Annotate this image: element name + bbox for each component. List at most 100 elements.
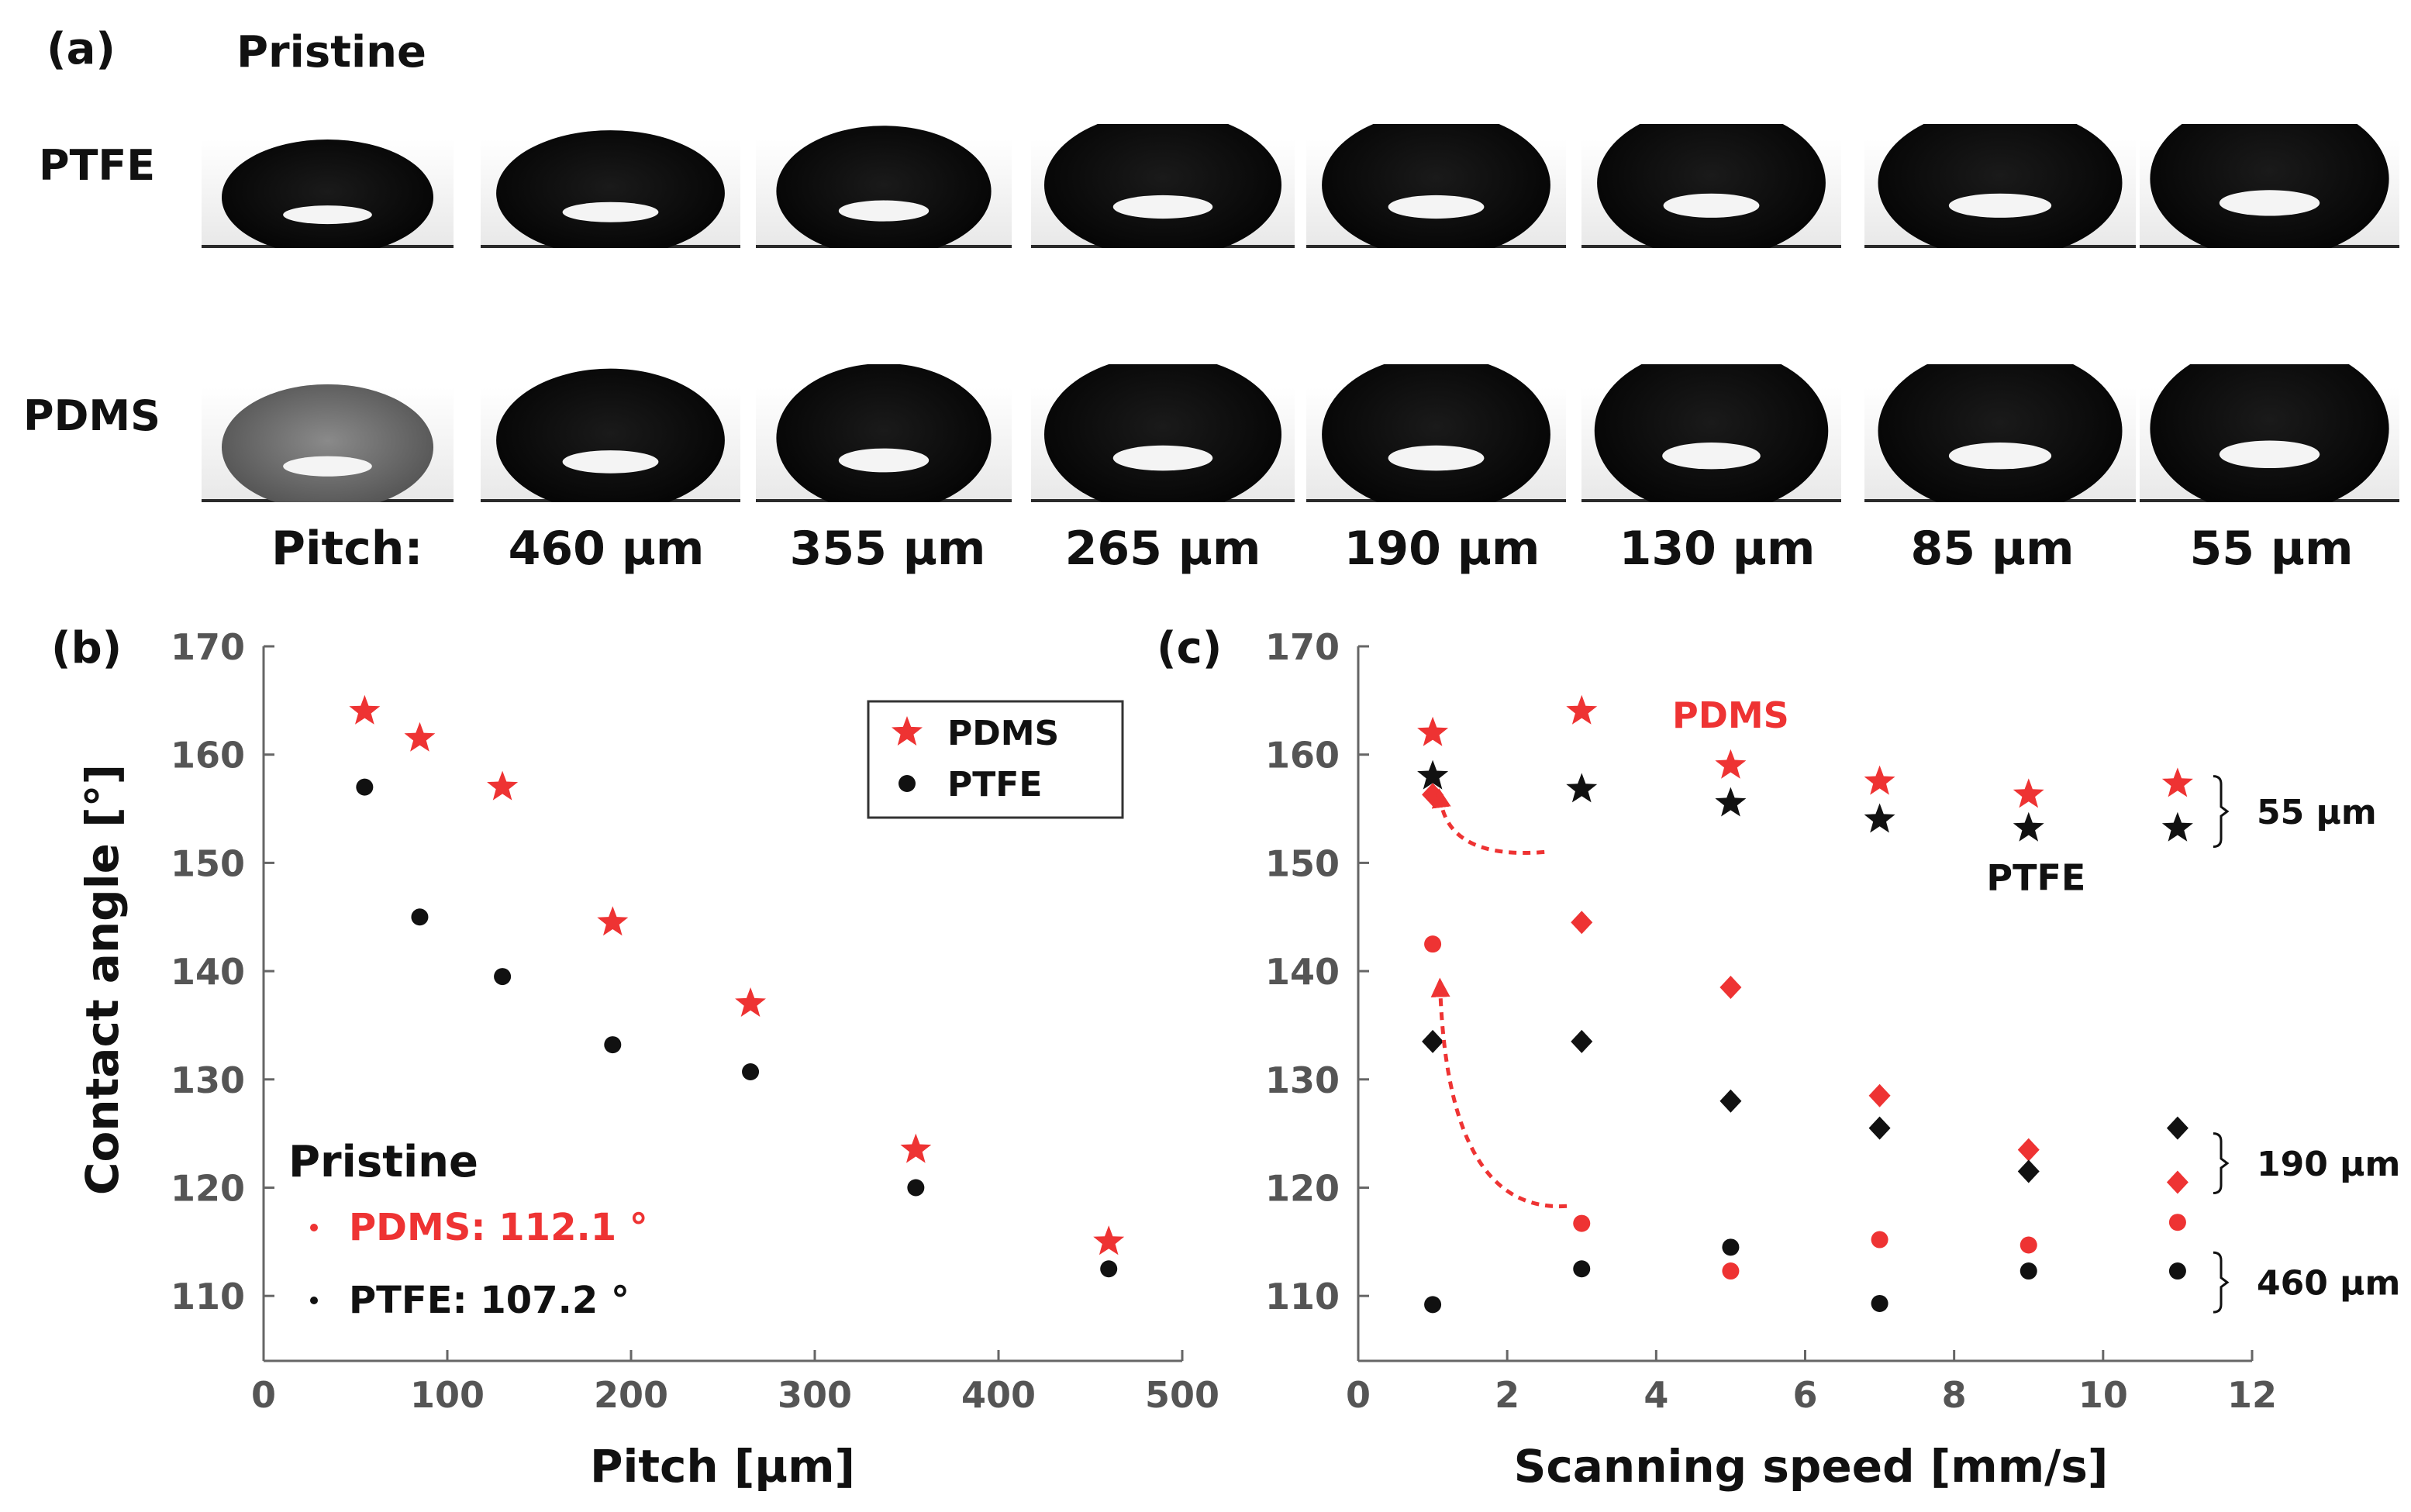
drop-image-pdms-130 — [1581, 364, 1841, 502]
plot-c-ytick-label: 110 — [1265, 1276, 1340, 1317]
droplet — [496, 130, 725, 248]
panel-c-xlabel: Scanning speed [mm/s] — [1514, 1440, 2109, 1493]
point-ptfe-diamond — [1868, 1116, 1891, 1140]
pitch-bracket-label: 190 µm — [2257, 1145, 2400, 1184]
droplet-body — [776, 126, 992, 248]
drop-image-ptfe-55 — [2140, 124, 2399, 248]
point-pdms-star — [2013, 778, 2044, 808]
droplet — [1322, 364, 1550, 502]
droplet — [776, 364, 992, 502]
droplet-body — [1322, 364, 1550, 502]
pitch-bracket-label: 460 µm — [2257, 1264, 2400, 1304]
droplet-highlight — [1948, 193, 2052, 218]
pitch-label: 355 µm — [790, 522, 986, 576]
drop-image-pdms-190 — [1306, 364, 1566, 502]
series-label-ptfe: PTFE — [1986, 856, 2085, 898]
point-ptfe-star — [1715, 787, 1747, 817]
drop-image-pdms-355 — [756, 364, 1012, 502]
drop-image-ptfe-pristine-drop — [202, 139, 454, 248]
plot-c-xtick-label: 12 — [2227, 1374, 2277, 1416]
plot-c-ytick-label: 160 — [1265, 735, 1340, 777]
pitch-bracket — [2213, 775, 2230, 848]
point-pdms — [1093, 1225, 1125, 1255]
point-ptfe-diamond — [1719, 1089, 1742, 1113]
drop-image-ptfe-190 — [1306, 124, 1566, 248]
pitch-label: 460 µm — [509, 522, 705, 576]
droplet — [2150, 364, 2389, 502]
point-ptfe — [411, 908, 429, 926]
droplet-body — [1878, 124, 2123, 248]
point-ptfe — [356, 778, 374, 796]
plot-c-xtick-label: 0 — [1346, 1374, 1371, 1416]
point-ptfe-diamond — [1422, 1029, 1444, 1053]
droplet-highlight — [1112, 195, 1213, 219]
point-pdms — [900, 1133, 932, 1163]
point-ptfe — [494, 968, 512, 986]
drop-image-ptfe-265 — [1031, 124, 1295, 248]
plot-b-xtick-label: 200 — [594, 1374, 668, 1416]
droplet — [2150, 124, 2389, 248]
plot-c-ytick-label: 130 — [1265, 1059, 1340, 1101]
plot-c-xtick-label: 10 — [2078, 1374, 2128, 1416]
droplet-body — [776, 364, 992, 502]
panel-a-label: (a) — [47, 24, 116, 74]
droplet-body — [1044, 364, 1281, 502]
row-label-pdms: PDMS — [23, 391, 160, 440]
series-label-pdms: PDMS — [1672, 694, 1789, 736]
plot-b-ytick-label: 120 — [171, 1167, 245, 1209]
point-ptfe — [907, 1179, 925, 1197]
point-ptfe-circle — [1573, 1260, 1591, 1278]
pristine-annotation-item: PDMS: 112.1 ° — [349, 1206, 648, 1249]
point-ptfe-circle — [2168, 1262, 2186, 1280]
droplet-body — [222, 384, 433, 502]
point-ptfe-circle — [1424, 1296, 1442, 1314]
droplet-highlight — [562, 201, 659, 222]
legend-label-pdms: PDMS — [947, 714, 1059, 753]
plot-c-ytick-label: 150 — [1265, 842, 1340, 884]
droplet — [776, 126, 992, 248]
plot-b-ytick-label: 110 — [171, 1276, 245, 1317]
droplet-body — [1322, 124, 1550, 248]
droplet — [1878, 364, 2123, 502]
panel-b-xlabel: Pitch [µm] — [590, 1440, 855, 1493]
drop-image-grid — [202, 124, 2399, 502]
legend-marker-pdms — [892, 716, 923, 746]
point-ptfe-star — [2013, 811, 2044, 842]
pitch-prefix: Pitch: — [271, 522, 423, 576]
pristine-annotation-item: PTFE: 107.2 ° — [349, 1279, 629, 1322]
droplet-body — [222, 139, 433, 248]
legend-box — [867, 700, 1124, 819]
point-ptfe-star — [1566, 773, 1598, 803]
point-pdms-circle — [1424, 935, 1442, 953]
plot-c-xtick-label: 2 — [1495, 1374, 1519, 1416]
point-pdms-circle — [1573, 1214, 1591, 1232]
point-ptfe-circle — [1722, 1238, 1740, 1256]
droplet-highlight — [1948, 443, 2052, 470]
drop-image-pdms-460 — [481, 368, 740, 502]
droplet-body — [1044, 124, 1281, 248]
plot-b-ytick-label: 170 — [171, 626, 245, 668]
point-ptfe-diamond — [2166, 1116, 2189, 1140]
trend-arrow — [1430, 977, 1568, 1208]
droplet-body — [1878, 364, 2123, 502]
point-ptfe-diamond — [2017, 1159, 2040, 1183]
droplet — [1322, 124, 1550, 248]
point-ptfe — [1100, 1260, 1118, 1278]
panel-c-label: (c) — [1157, 623, 1222, 673]
point-pdms — [597, 906, 629, 936]
pitch-label: 265 µm — [1065, 522, 1261, 576]
point-pdms-star — [2161, 767, 2193, 797]
point-pdms-star — [1417, 716, 1449, 746]
pristine-annotation-title: Pristine — [288, 1137, 478, 1187]
plot-b-ytick-label: 160 — [171, 735, 245, 777]
droplet-body — [1597, 124, 1826, 248]
point-pdms-diamond — [1719, 976, 1742, 1000]
plot-c: 110 120 130 140 150 160 170 0 2 4 6 8 10 12 PDMS PTFE 55… — [1265, 626, 2400, 1416]
point-pdms-circle — [2168, 1214, 2186, 1231]
pristine-label: Pristine — [236, 27, 426, 77]
droplet-highlight — [283, 205, 372, 225]
point-ptfe-circle — [1871, 1294, 1888, 1312]
drop-image-pdms-265 — [1031, 364, 1295, 502]
droplet — [1044, 364, 1281, 502]
